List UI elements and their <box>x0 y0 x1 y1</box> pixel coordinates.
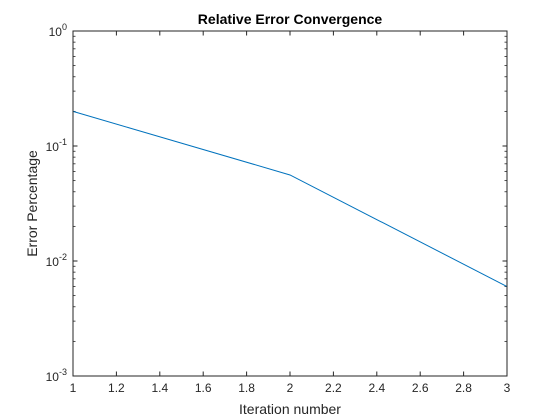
x-tick-label: 1 <box>70 381 77 395</box>
y-tick-label: 10-1 <box>46 137 67 154</box>
chart-title: Relative Error Convergence <box>198 11 383 27</box>
x-tick-label: 2.4 <box>368 381 385 395</box>
y-axis-label: Error Percentage <box>24 150 40 257</box>
y-tick-label: 10-2 <box>46 252 67 269</box>
x-axis-tick-labels: 1 1.2 1.4 1.6 1.8 2 2.2 2.4 2.6 2.8 3 <box>70 381 511 395</box>
x-tick-label: 1.4 <box>151 381 168 395</box>
x-tick-label: 2 <box>287 381 294 395</box>
x-tick-label: 3 <box>504 381 511 395</box>
series-line <box>72 110 508 287</box>
x-tick-label: 2.8 <box>455 381 472 395</box>
x-tick-label: 2.6 <box>412 381 429 395</box>
y-tick-label: 100 <box>49 22 67 39</box>
axes-box <box>72 30 508 377</box>
x-tick-label: 1.2 <box>108 381 125 395</box>
x-tick-label: 1.8 <box>238 381 255 395</box>
x-tick-label: 1.6 <box>195 381 212 395</box>
y-axis-tick-labels: 10-3 10-2 10-1 100 <box>46 22 67 384</box>
plot-area <box>73 31 507 376</box>
x-axis-label: Iteration number <box>239 401 341 417</box>
x-tick-label: 2.2 <box>325 381 342 395</box>
y-tick-label: 10-3 <box>46 367 67 384</box>
